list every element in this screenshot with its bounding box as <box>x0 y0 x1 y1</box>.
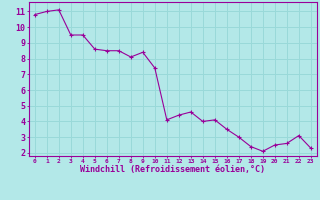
X-axis label: Windchill (Refroidissement éolien,°C): Windchill (Refroidissement éolien,°C) <box>80 165 265 174</box>
